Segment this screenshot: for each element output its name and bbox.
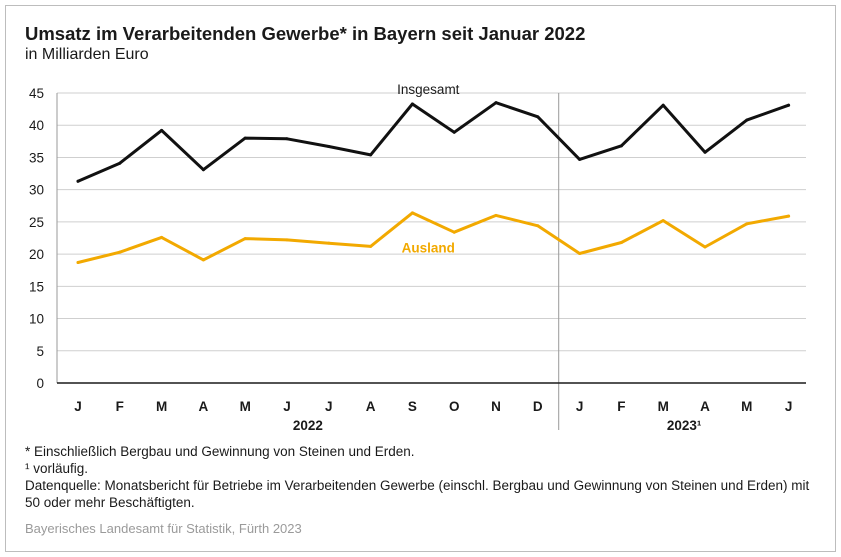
data-point-ausland (745, 222, 749, 226)
chart-subtitle: in Milliarden Euro (25, 46, 149, 63)
series-line-insgesamt (76, 101, 791, 183)
y-tick-label: 15 (29, 279, 44, 294)
year-label: 2023¹ (667, 418, 702, 433)
y-tick-label: 0 (36, 376, 44, 391)
data-point-insgesamt (745, 118, 749, 122)
data-point-ausland (661, 219, 665, 223)
data-point-insgesamt (285, 137, 289, 141)
data-point-insgesamt (578, 157, 582, 161)
footnote-provisional: ¹ vorläufig. (25, 461, 89, 476)
y-tick-label: 25 (29, 215, 44, 230)
data-point-ausland (201, 258, 205, 262)
data-point-insgesamt (160, 128, 164, 132)
data-point-ausland (494, 213, 498, 217)
x-tick-label: F (617, 399, 625, 414)
x-tick-label: M (741, 399, 752, 414)
data-point-insgesamt (243, 136, 247, 140)
source-credit: Bayerisches Landesamt für Statistik, Für… (25, 521, 302, 536)
data-point-ausland (452, 230, 456, 234)
data-point-ausland (243, 237, 247, 241)
data-point-ausland (536, 224, 540, 228)
series-line-ausland (76, 211, 791, 264)
data-point-ausland (285, 238, 289, 242)
x-tick-label: A (366, 399, 376, 414)
data-point-ausland (369, 244, 373, 248)
x-tick-label: O (449, 399, 460, 414)
footnote-datasource: Datenquelle: Monatsbericht für Betriebe … (25, 478, 810, 510)
data-point-ausland (160, 235, 164, 239)
data-point-ausland (327, 241, 331, 245)
series-label-ausland: Ausland (402, 241, 455, 256)
x-tick-label: A (700, 399, 710, 414)
data-point-insgesamt (118, 161, 122, 165)
data-point-ausland (703, 245, 707, 249)
x-tick-label: D (533, 399, 543, 414)
y-tick-label: 30 (29, 183, 44, 198)
y-tick-label: 45 (29, 86, 44, 101)
x-tick-label: J (283, 399, 291, 414)
data-point-insgesamt (703, 150, 707, 154)
series-label-insgesamt: Insgesamt (397, 82, 460, 97)
y-tick-label: 10 (29, 312, 44, 327)
x-tick-label: A (199, 399, 209, 414)
x-tick-label: J (576, 399, 584, 414)
data-point-insgesamt (327, 144, 331, 148)
x-tick-label: J (325, 399, 333, 414)
footnotes: * Einschließlich Bergbau und Gewinnung v… (25, 443, 815, 511)
y-tick-label: 35 (29, 150, 44, 165)
data-point-ausland (410, 211, 414, 215)
data-point-insgesamt (410, 102, 414, 106)
data-point-insgesamt (452, 130, 456, 134)
x-tick-label: M (240, 399, 251, 414)
chart-frame (5, 5, 836, 552)
data-point-ausland (619, 241, 623, 245)
year-label: 2022 (293, 418, 323, 433)
data-point-insgesamt (536, 115, 540, 119)
data-point-insgesamt (619, 144, 623, 148)
data-point-insgesamt (201, 168, 205, 172)
footnote-scope: * Einschließlich Bergbau und Gewinnung v… (25, 444, 415, 459)
data-point-insgesamt (369, 153, 373, 157)
data-point-insgesamt (494, 101, 498, 105)
x-tick-label: M (658, 399, 669, 414)
data-point-insgesamt (787, 103, 791, 107)
x-tick-label: M (156, 399, 167, 414)
y-tick-label: 40 (29, 118, 44, 133)
data-point-ausland (787, 214, 791, 218)
chart-title: Umsatz im Verarbeitenden Gewerbe* in Bay… (25, 23, 586, 44)
data-point-ausland (578, 251, 582, 255)
x-tick-label: F (116, 399, 124, 414)
data-point-ausland (118, 250, 122, 254)
data-point-ausland (76, 260, 80, 264)
y-tick-label: 20 (29, 247, 44, 262)
x-tick-label: N (491, 399, 501, 414)
x-tick-label: J (785, 399, 793, 414)
data-point-insgesamt (76, 179, 80, 183)
x-tick-label: S (408, 399, 417, 414)
y-tick-label: 5 (36, 344, 44, 359)
data-point-insgesamt (661, 103, 665, 107)
x-tick-label: J (74, 399, 82, 414)
